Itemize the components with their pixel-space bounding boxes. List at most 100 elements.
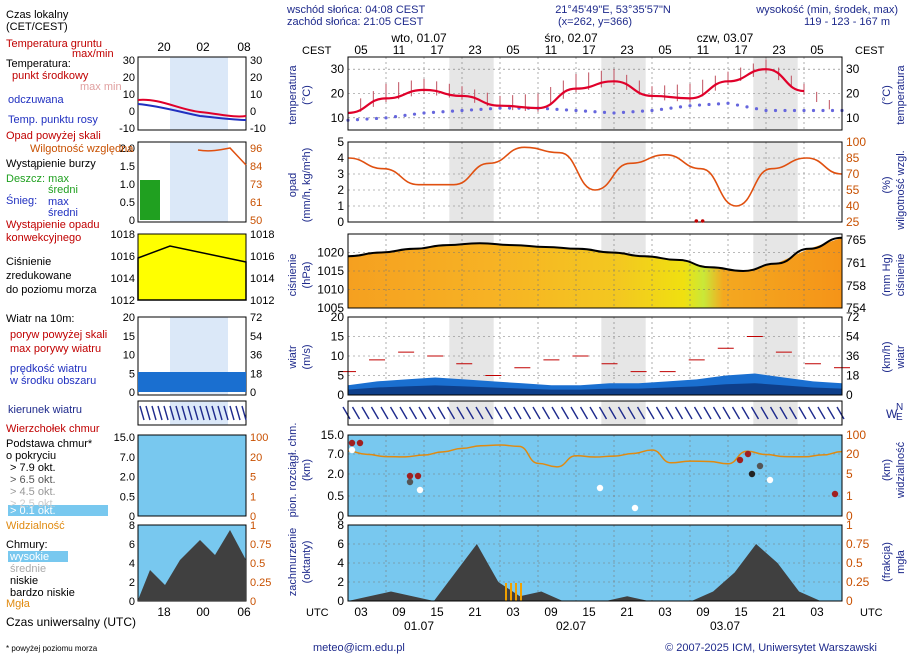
dewpoint-point xyxy=(412,112,417,116)
legend-tick-right: 5 xyxy=(250,472,256,484)
legend-tick-left: 0 xyxy=(129,596,135,608)
legend-text: Opad powyżej skali xyxy=(6,130,101,142)
dewpoint-point xyxy=(697,103,702,107)
cloudbase-point xyxy=(831,490,839,498)
wind-arrow xyxy=(361,406,370,420)
ylabel-wind-unit: (m/s) xyxy=(301,344,313,369)
legend-humidity xyxy=(197,147,247,166)
dewpoint-point xyxy=(783,108,787,113)
panel-frame-prec xyxy=(347,141,843,223)
legend-wind-arrow xyxy=(181,405,187,421)
wind-arrow xyxy=(351,406,361,420)
y-tick-right: 70 xyxy=(846,167,860,181)
cloudbase-point xyxy=(416,486,424,494)
legend-tick-right: 50 xyxy=(250,215,262,227)
wind-arrow xyxy=(655,406,665,420)
night-stripe xyxy=(601,401,646,425)
wind-arrow xyxy=(475,406,484,420)
legend-low-clouds xyxy=(138,530,246,601)
night-stripe xyxy=(449,57,494,130)
legend-wind-arrow xyxy=(235,405,241,421)
wind-arrow xyxy=(389,406,399,420)
legend-text: Wilgotność względna xyxy=(30,143,134,155)
wind-arrow xyxy=(437,406,446,420)
legend-utc-tick: 00 xyxy=(196,605,210,619)
y-tick-left: 10 xyxy=(331,111,345,125)
wind-arrow xyxy=(750,406,760,420)
legend-panel-frame xyxy=(137,141,247,223)
panel-frame-wind xyxy=(347,316,843,396)
legend-tick-left: 0.5 xyxy=(120,491,135,503)
legend-local-tick: 20 xyxy=(157,40,171,54)
cest-tick: 11 xyxy=(697,43,710,57)
ylabel-temp: temperatura xyxy=(287,64,299,124)
y-tick-left: 0 xyxy=(337,594,344,608)
y-tick-left: 30 xyxy=(331,62,345,76)
cest-tick: 05 xyxy=(658,43,672,57)
night-stripe xyxy=(449,142,494,222)
y-tick-right: 30 xyxy=(846,62,860,76)
legend-text: Podstawa chmur* xyxy=(6,438,93,450)
wind-arrow xyxy=(541,406,551,420)
dewpoint-point xyxy=(422,111,426,115)
y-tick-left: 2 xyxy=(337,183,344,197)
y-tick-left: 8 xyxy=(337,518,344,532)
wind-arrow xyxy=(456,406,465,420)
y-tick-left: 15.0 xyxy=(321,428,345,442)
dewpoint-point xyxy=(802,108,806,113)
cest-tick: 05 xyxy=(354,43,368,57)
y-tick-right: 72 xyxy=(846,310,860,324)
wind-arrow xyxy=(817,406,826,420)
legend-panel-frame xyxy=(137,316,247,396)
dewpoint-point xyxy=(583,109,588,113)
legend-tick-left: 0 xyxy=(129,215,135,227)
y-tick-left: 0 xyxy=(337,509,344,523)
legend-panel-frame xyxy=(137,56,247,131)
sunrise-text: wschód słońca: 04:08 CEST xyxy=(286,4,425,16)
legend-text: Temperatura gruntu xyxy=(6,38,102,50)
legend-tick-right: 30 xyxy=(250,55,262,67)
legend-text: Temperatura: xyxy=(6,58,71,70)
dewpoint-point xyxy=(498,106,502,110)
dewpoint-point xyxy=(764,108,768,113)
legend-text: > 2.5 okt. xyxy=(10,498,56,510)
wind-arrow xyxy=(665,406,674,420)
cloudbase-point xyxy=(766,476,774,484)
legend-tick-right: 0.75 xyxy=(250,539,271,551)
y-tick-left: 4 xyxy=(337,151,344,165)
fog-bar xyxy=(505,583,507,601)
legend-mini-chart: 3020100-103020100-102.01.51.00.509684736… xyxy=(6,38,274,619)
night-stripe xyxy=(753,142,798,222)
cloudbase-point xyxy=(348,446,356,454)
utc-tick: 03 xyxy=(506,605,520,619)
legend-text: Temp. punktu rosy xyxy=(8,114,98,126)
wind-arrow xyxy=(769,406,779,420)
y-tick-right: 85 xyxy=(846,151,860,165)
ylabel-fog-unit: (frakcja) xyxy=(881,542,893,582)
y-tick-left: 2 xyxy=(337,575,344,589)
dewpoint-point xyxy=(355,118,360,122)
legend-tick-right: 73 xyxy=(250,179,262,191)
legend-text: Wiatr na 10m: xyxy=(6,313,74,325)
dewpoint-point xyxy=(678,105,683,109)
dewpoint-point xyxy=(441,110,445,114)
legend-tick-left: 7.0 xyxy=(120,452,135,464)
cloudbase-point xyxy=(631,504,639,512)
ylabel-precip: opad xyxy=(287,173,299,197)
legend-tick-right: 10 xyxy=(250,89,262,101)
ylabel-clouds-unit: (oktanty) xyxy=(301,541,313,584)
fog-bar xyxy=(515,583,517,601)
y-tick-left: 20 xyxy=(331,310,345,324)
y-tick-right: 36 xyxy=(846,349,860,363)
y-tick-left: 1010 xyxy=(317,283,344,297)
dewpoint-point xyxy=(688,104,692,108)
wind-arrow xyxy=(608,406,617,420)
footer-email[interactable]: meteo@icm.edu.pl xyxy=(313,642,405,654)
legend-tick-left: 10 xyxy=(123,350,135,362)
panel-bg-cb xyxy=(348,435,842,516)
dewpoint-point xyxy=(612,111,616,115)
night-stripe xyxy=(753,401,798,425)
legend-text: Deszcz: max xyxy=(6,173,69,185)
ylabel-press: ciśnienie xyxy=(287,254,299,297)
cloudbase-point xyxy=(596,484,604,492)
